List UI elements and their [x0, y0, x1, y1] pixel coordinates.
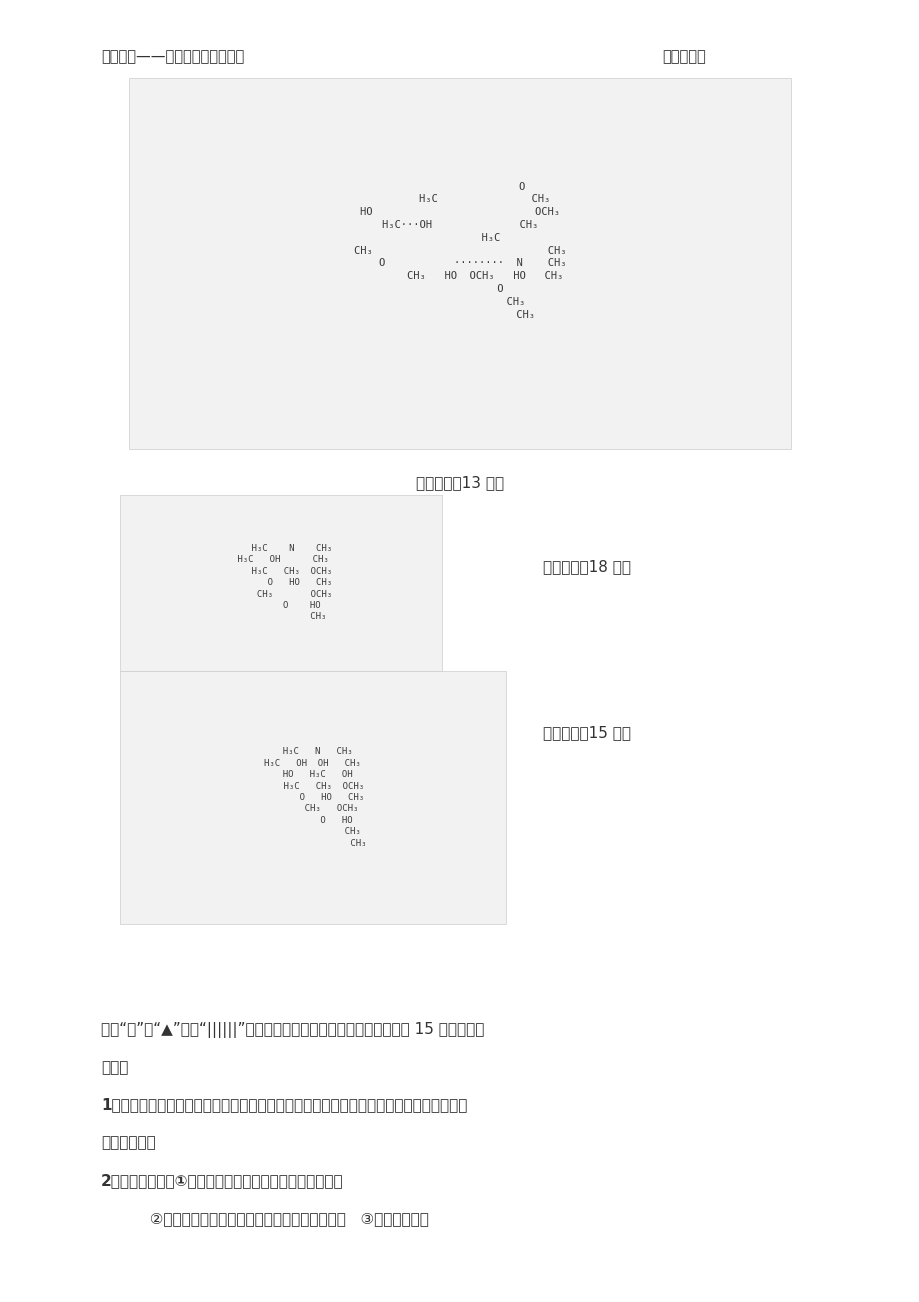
Text: 阿奇霊素（15 元）: 阿奇霊素（15 元） [542, 725, 630, 740]
Text: 罗红霊素（18 元）: 罗红霊素（18 元） [542, 560, 630, 574]
FancyBboxPatch shape [119, 671, 505, 924]
Text: ②若与含铝或镁类抗酸性药物同服，会减少药效   ③不与茶熘同服: ②若与含铝或镁类抗酸性药物同服，会减少药效 ③不与茶熘同服 [101, 1211, 428, 1226]
Text: 注：“元”指“▲”键和“||||||”键的总和，比如我们可以把阿奇霊素称为 15 元大环内酯: 注：“元”指“▲”键和“||||||”键的总和，比如我们可以把阿奇霊素称为 15… [101, 1022, 484, 1038]
Text: H₃C   N   CH₃
H₃C   OH  OH   CH₃
  HO   H₃C   OH
    H₃C   CH₃  OCH₃
       O   : H₃C N CH₃ H₃C OH OH CH₃ HO H₃C OH H₃C CH… [259, 747, 366, 848]
Text: H₃C    N    CH₃
 H₃C   OH      CH₃
    H₃C   CH₃  OCH₃
       O   HO   CH₃
     : H₃C N CH₃ H₃C OH CH₃ H₃C CH₃ OCH₃ O HO C… [229, 544, 332, 621]
Text: 2、说明书中介绍①若与麦角酸类同服，会加重麦角酸毒性: 2、说明书中介绍①若与麦角酸类同服，会加重麦角酸毒性 [101, 1173, 344, 1189]
Text: 思考：: 思考： [101, 1060, 129, 1075]
Text: 显要轻得多。: 显要轻得多。 [101, 1135, 156, 1151]
Text: O
        H₃C               CH₃
HO                          OCH₃
H₃C···OH       : O H₃C CH₃ HO OCH₃ H₃C···OH [354, 182, 565, 319]
Text: 克拉霊素（13 元）: 克拉霊素（13 元） [415, 475, 504, 491]
Text: 课题研究——红霊素（大环内酯）: 课题研究——红霊素（大环内酯） [101, 49, 244, 65]
Text: 1、元数与副作用大小之间有关系吗？比如阿奇霊素会导致腹痛、腹泻脱水，而克拉霊素明: 1、元数与副作用大小之间有关系吗？比如阿奇霊素会导致腹痛、腹泻脱水，而克拉霊素明 [101, 1098, 467, 1113]
FancyBboxPatch shape [129, 78, 790, 449]
Text: 制作：徐棋: 制作：徐棋 [662, 49, 706, 65]
FancyBboxPatch shape [119, 495, 441, 671]
